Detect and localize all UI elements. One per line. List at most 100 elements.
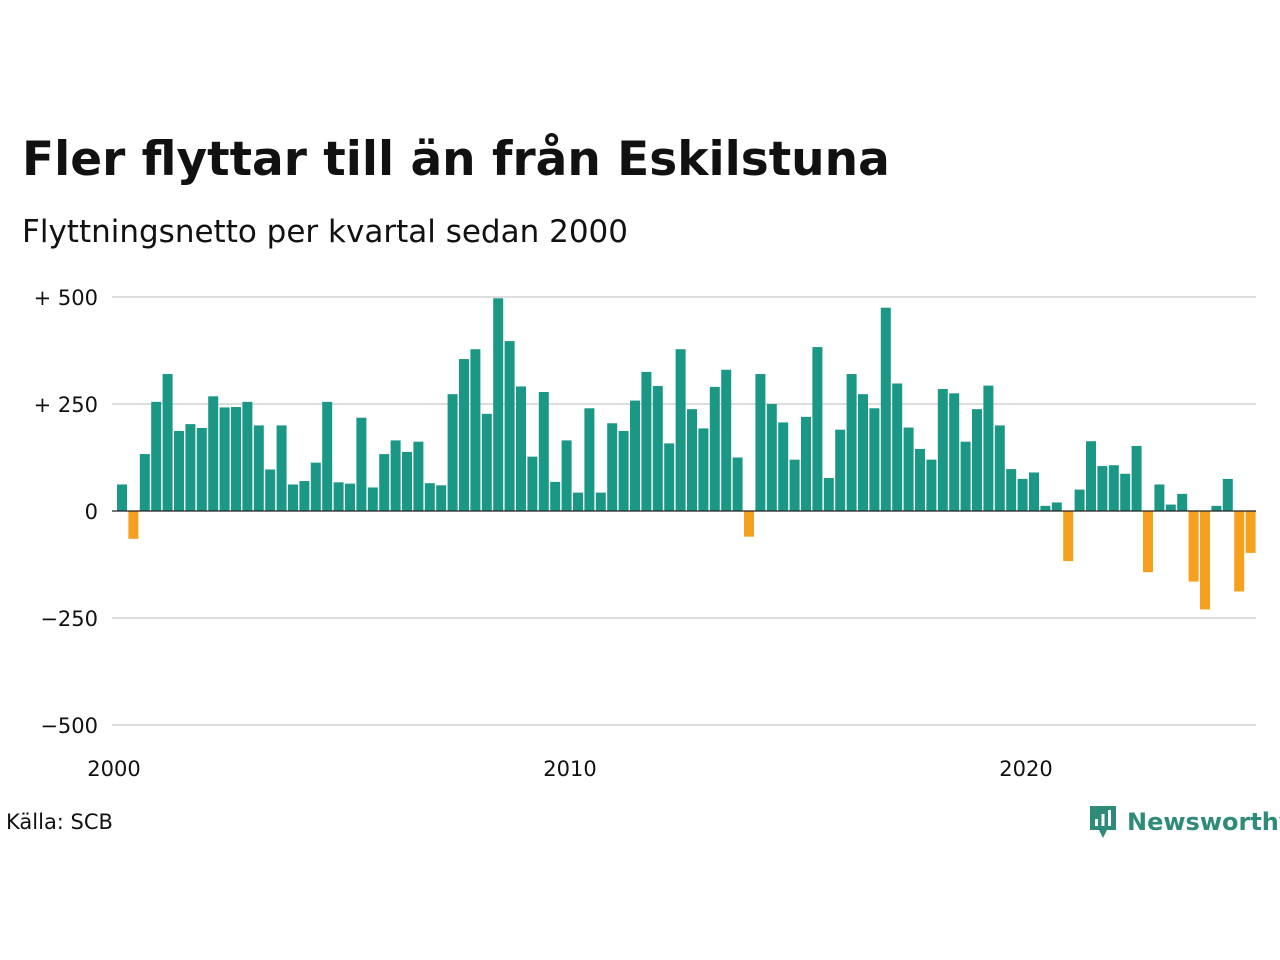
bar [630,400,640,511]
bar [835,429,846,511]
bar [675,349,686,511]
bar [1086,441,1096,511]
bar [345,483,355,511]
bar [937,389,948,511]
bar [493,298,504,511]
bar [1177,493,1188,511]
bar [1234,511,1245,592]
chart-subtitle: Flyttningsnetto per kvartal sedan 2000 [22,214,628,250]
bar [1131,445,1142,511]
bar [1245,511,1256,553]
bar [652,386,663,511]
y-axis-tick-labels: + 500 + 250 0 −250 −500 [34,286,98,738]
bar [379,454,390,511]
bar [299,481,310,511]
y-tick-label: −500 [40,714,98,738]
bar [538,392,549,511]
y-tick-label: + 250 [34,393,98,417]
bar [812,347,823,511]
bar [1097,466,1108,511]
bar [1051,502,1062,511]
bar [139,454,150,511]
source-note: Källa: SCB [6,810,113,834]
bar [151,401,162,511]
bar [1154,484,1165,511]
bar [595,492,606,511]
bar [162,374,173,511]
x-tick-label: 2010 [543,757,596,781]
bar [1040,505,1051,511]
bar [1188,511,1199,582]
bar [1143,511,1153,573]
bar [413,441,424,511]
bar [823,478,834,511]
bar [584,408,595,511]
gridlines [112,296,1256,726]
bar [983,385,994,511]
bar [846,374,857,511]
bar [561,440,572,511]
bar [960,441,971,511]
bar [231,407,241,511]
bar [1108,465,1119,511]
y-tick-label: −250 [40,607,98,631]
bar [641,371,652,511]
bar [755,374,766,511]
bar [778,422,789,511]
brand-name: Newsworthy [1127,808,1280,836]
x-axis-tick-labels: 2000 2010 2020 [87,757,1052,781]
bar [618,430,629,511]
bar [573,492,583,511]
bar [367,487,378,511]
bar [128,511,139,539]
bar [1165,504,1176,511]
bar [994,425,1005,511]
bar [721,369,732,511]
bar [550,481,561,511]
chart-title: Fler flyttar till än från Eskilstuna [22,132,890,187]
bar [356,417,367,511]
bar [424,483,435,511]
bar [1222,478,1233,511]
bar [196,427,207,511]
bar [265,469,276,511]
bar [1006,469,1017,511]
bar [390,440,401,511]
bar [698,428,709,511]
bar [789,459,800,511]
bar [926,459,937,511]
bar [333,482,344,511]
bar [1074,489,1085,511]
x-tick-label: 2020 [999,757,1052,781]
bar [732,457,743,511]
bar [766,404,777,511]
bar [527,456,538,511]
bar [242,401,253,511]
bar [288,484,298,511]
x-tick-label: 2000 [87,757,140,781]
bar [481,413,492,511]
bar [447,394,458,511]
y-tick-label: 0 [85,500,98,524]
bar [607,423,618,511]
bar [174,430,184,511]
bar [219,407,230,511]
bar [470,349,481,511]
bar [253,425,264,511]
bar [322,401,333,511]
bar [1029,472,1039,511]
bar [880,307,891,511]
bar [664,443,675,511]
bar [516,386,526,511]
bars [117,298,1256,610]
bar [1063,511,1074,562]
bar [915,448,925,511]
bar [117,484,127,511]
bar [208,396,219,511]
bar [744,511,754,537]
bar [858,394,868,511]
newsworthy-logo-icon [1090,806,1116,838]
bar [185,424,196,511]
bar [1120,473,1131,511]
